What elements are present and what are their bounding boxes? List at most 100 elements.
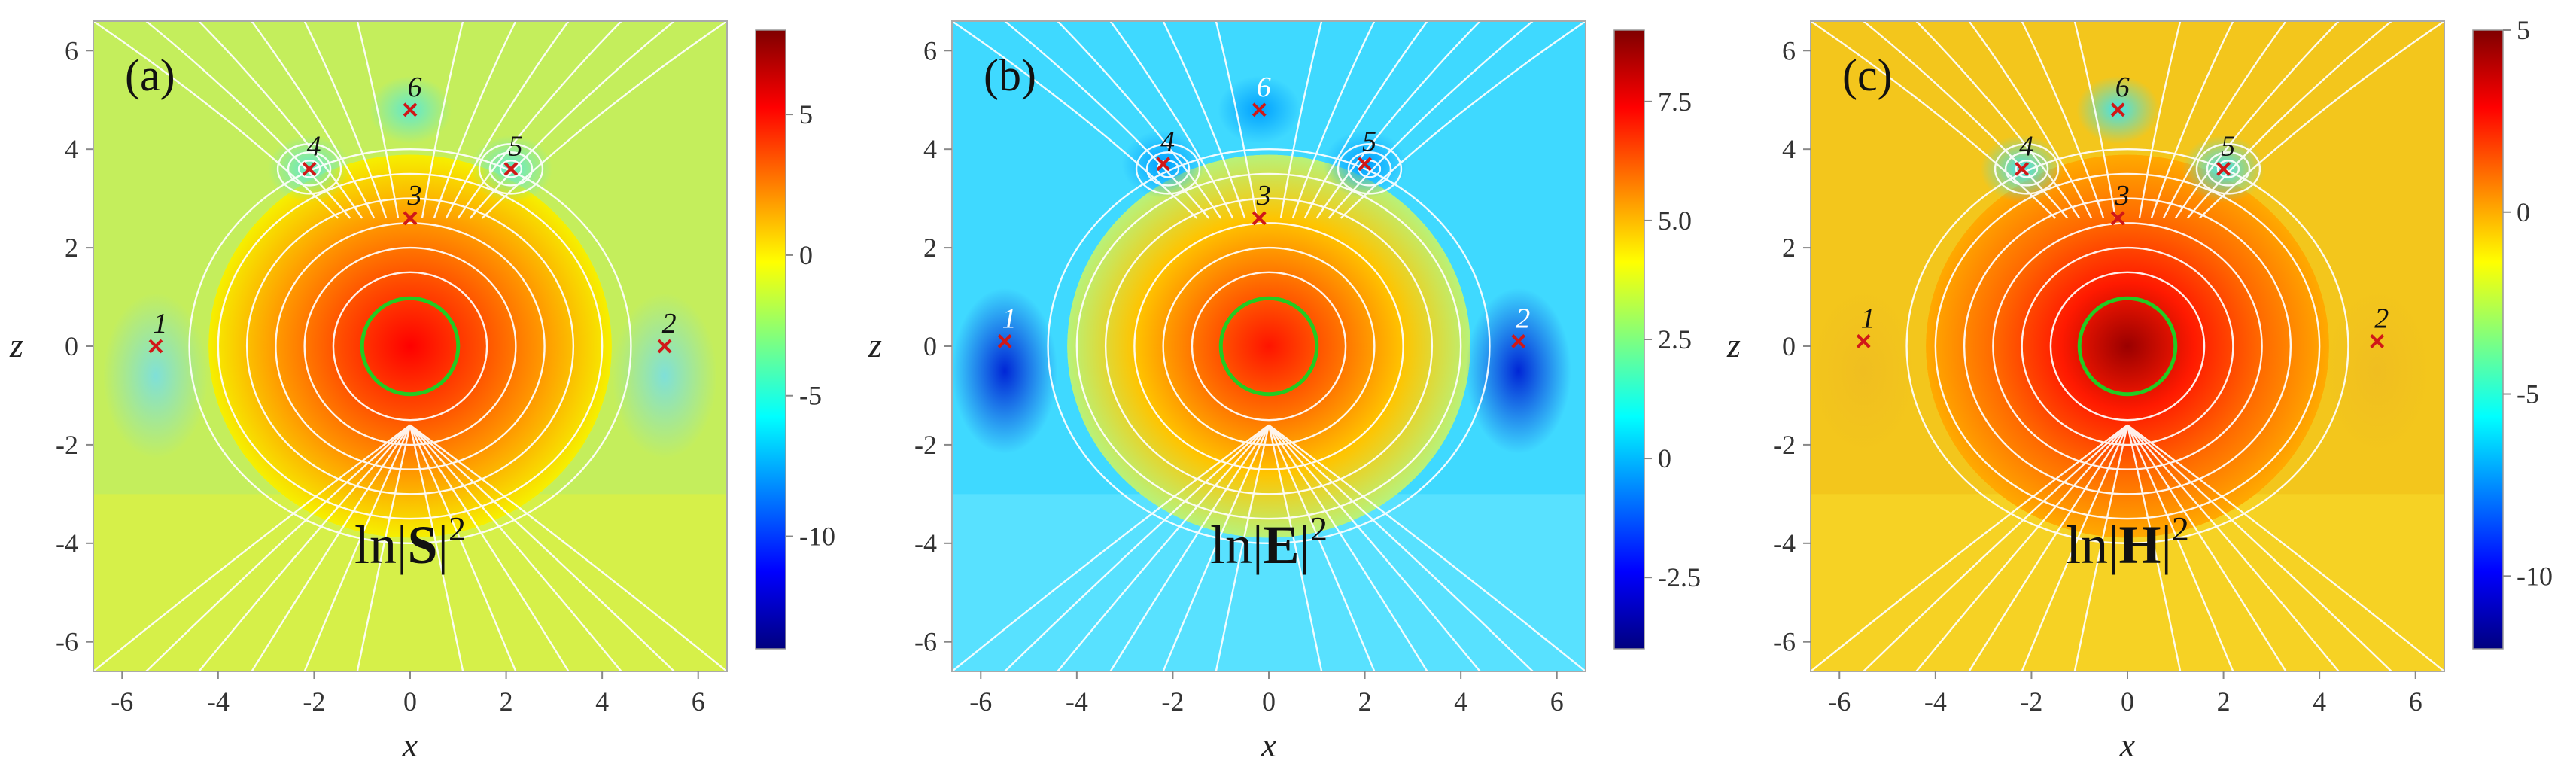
streamline <box>2162 21 2287 219</box>
critical-point-marker <box>2216 161 2231 176</box>
streamline <box>2021 425 2129 671</box>
streamline <box>303 246 517 446</box>
y-tick-label: -6 <box>914 627 937 657</box>
critical-point-marker <box>997 334 1012 348</box>
streamline <box>1162 425 1270 671</box>
streamline <box>287 151 332 187</box>
quantity-label: ln|S|2 <box>354 510 466 575</box>
critical-point-1: 1 <box>1856 303 1875 348</box>
y-tick-label: 6 <box>1782 35 1796 65</box>
panel-label: (c) <box>1842 50 1893 100</box>
critical-point-1: 1 <box>997 303 1017 348</box>
streamline <box>488 151 534 187</box>
streamline <box>2186 21 2392 219</box>
streamlines <box>1811 21 2444 671</box>
critical-point-label: 4 <box>2019 130 2033 162</box>
streamline <box>2126 425 2182 671</box>
streamline <box>409 425 517 671</box>
y-tick-label: -2 <box>56 430 78 460</box>
critical-point-label: 1 <box>1002 303 1017 334</box>
colorbar-tick-label: -5 <box>799 381 822 411</box>
streamline <box>952 424 1270 671</box>
streamline <box>421 21 464 219</box>
streamline <box>2021 21 2105 219</box>
streamline <box>1268 424 1481 671</box>
y-tick-label: -4 <box>1773 528 1796 558</box>
particle-circle <box>2077 296 2178 397</box>
critical-point-label: 6 <box>408 72 422 103</box>
colorbar <box>1613 29 1645 650</box>
particle-circle <box>1218 296 1319 397</box>
critical-point-marker <box>1252 211 1267 226</box>
heatmap-field <box>93 21 727 671</box>
colorbar-tick-label: -10 <box>799 522 835 552</box>
x-tick-label: -6 <box>1828 686 1851 717</box>
low-intensity-pocket <box>612 293 718 459</box>
streamline <box>1004 424 1270 671</box>
x-tick-label: 4 <box>2313 686 2326 717</box>
critical-point-marker <box>2370 334 2385 348</box>
y-tick-label: -6 <box>56 627 78 657</box>
streamline <box>1268 424 1534 671</box>
streamline <box>1133 222 1404 470</box>
streamline <box>188 148 632 545</box>
panel-c: 1 2 3 4 5 6 -6 -4 -2 0 2 4 6 -6 -4 -2 0 2 4 6 x z (c) ln|H|2 -10… <box>1717 0 2576 770</box>
critical-point-label: 5 <box>2221 130 2235 162</box>
streamline <box>1934 172 2321 520</box>
critical-point-3: 3 <box>2110 180 2130 226</box>
quantity-label-power: 2 <box>1310 510 1328 548</box>
critical-point-2: 2 <box>1511 303 1530 348</box>
critical-point-label: 6 <box>1257 72 1271 103</box>
colorbar <box>2472 29 2504 650</box>
colorbar-tick-label: 2.5 <box>1658 324 1692 355</box>
x-tick-label: -6 <box>111 686 133 717</box>
streamline <box>1004 21 1210 219</box>
streamline <box>409 425 464 671</box>
streamline <box>1968 425 2128 671</box>
critical-point-label: 1 <box>153 308 167 339</box>
panel-a: 1 2 3 4 5 6 -6 -4 -2 0 2 4 6 -6 -4 -2 0 2 4 6 x z (a) ln|S|2 -10… <box>0 0 859 770</box>
critical-point-3: 3 <box>1252 180 1271 226</box>
streamline <box>2198 21 2444 219</box>
streamline <box>409 425 570 671</box>
streamlines <box>93 21 727 671</box>
streamline <box>2195 143 2261 195</box>
streamline <box>2174 21 2340 219</box>
streamline <box>1268 425 1428 671</box>
critical-point-label: 2 <box>2374 303 2389 334</box>
streamline <box>245 197 575 495</box>
y-tick-label: -4 <box>56 528 78 558</box>
streamline <box>276 143 342 195</box>
streamlines <box>952 21 1586 671</box>
streamline <box>1215 21 1258 219</box>
streamline <box>2138 21 2182 219</box>
streamline <box>1109 21 1234 219</box>
streamline <box>2150 21 2234 219</box>
critical-point-label: 3 <box>407 180 422 212</box>
x-tick-label: 6 <box>692 686 705 717</box>
streamline <box>303 425 412 671</box>
streamline <box>1915 424 2128 671</box>
y-tick-label: 2 <box>1782 233 1796 263</box>
quantity-label-prefix: ln| <box>354 515 407 575</box>
x-tick-label: 0 <box>2121 686 2134 717</box>
streamline <box>145 424 411 671</box>
low-intensity-pocket <box>952 288 1058 454</box>
critical-point-marker <box>1856 334 1871 348</box>
x-tick-label: -4 <box>207 686 230 717</box>
colorbar-tick-label: 7.5 <box>1658 87 1692 117</box>
critical-point-marker <box>403 102 418 117</box>
x-tick-label: -2 <box>2020 686 2042 717</box>
streamline <box>1162 246 1376 446</box>
near-field-blob <box>208 154 612 538</box>
streamline <box>2049 271 2206 422</box>
streamline <box>952 21 1198 219</box>
critical-point-marker <box>403 211 418 226</box>
critical-point-marker <box>1358 157 1372 172</box>
colorbar-tick-label: 0 <box>799 240 813 270</box>
streamline <box>409 424 675 671</box>
streamline <box>2004 151 2049 187</box>
streamline <box>409 424 727 671</box>
near-field-blob <box>1067 154 1470 538</box>
streamline <box>499 160 523 178</box>
